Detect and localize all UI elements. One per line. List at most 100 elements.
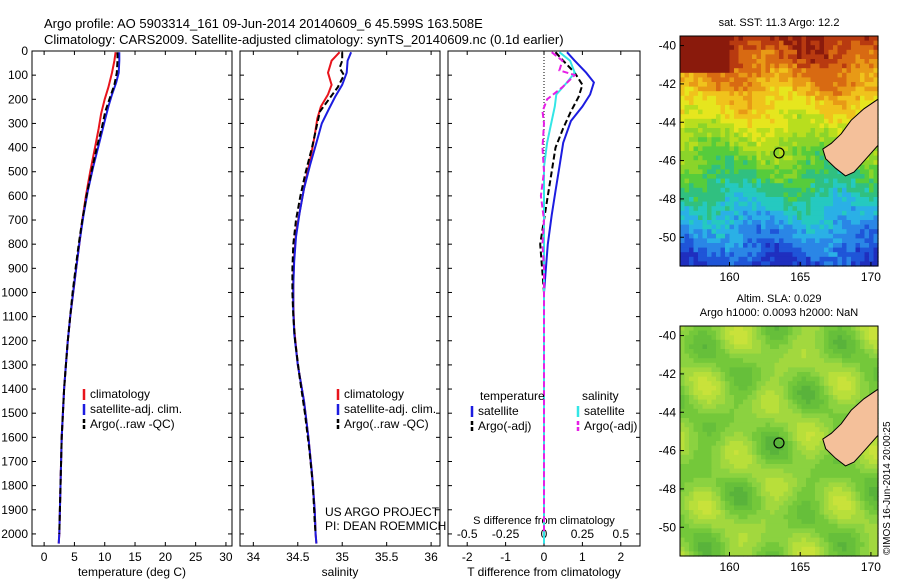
map-cell	[797, 339, 803, 345]
map-cell	[797, 105, 803, 111]
map-cell	[801, 537, 807, 543]
map-cell	[756, 160, 762, 166]
map-cell	[729, 54, 735, 60]
map-cell	[698, 49, 704, 55]
map-cell	[851, 468, 857, 474]
map-cell	[869, 91, 875, 97]
map-cell	[851, 261, 857, 267]
map-cell	[806, 422, 812, 428]
map-cell	[707, 201, 713, 207]
map-cell	[797, 224, 803, 230]
map-cell	[743, 109, 749, 115]
map-cell	[801, 100, 807, 106]
map-cell	[720, 468, 726, 474]
map-cell	[864, 450, 870, 456]
map-cell	[711, 220, 717, 226]
map-cell	[716, 137, 722, 143]
map-cell	[837, 192, 843, 198]
map-cell	[729, 381, 735, 387]
map-cell	[711, 399, 717, 405]
map-cell	[698, 114, 704, 120]
map-cell	[765, 533, 771, 539]
map-cell	[761, 404, 767, 410]
map-cell	[698, 468, 704, 474]
map-cell	[783, 339, 789, 345]
map-cell	[869, 500, 875, 506]
map-cell	[873, 441, 879, 447]
map-cell	[716, 151, 722, 157]
map-cell	[734, 174, 740, 180]
map-cell	[743, 174, 749, 180]
map-cell	[855, 523, 861, 529]
map-cell	[747, 210, 753, 216]
map-cell	[707, 151, 713, 157]
map-cell	[684, 54, 690, 60]
map-cell	[792, 201, 798, 207]
map-cell	[680, 118, 686, 124]
map-cell	[792, 91, 798, 97]
map-cell	[716, 243, 722, 249]
map-cell	[743, 256, 749, 262]
map-cell	[711, 36, 717, 42]
map-cell	[761, 164, 767, 170]
map-cell	[851, 404, 857, 410]
map-cell	[828, 77, 834, 83]
map-cell	[810, 505, 816, 511]
map-cell	[792, 68, 798, 74]
map-cell	[756, 381, 762, 387]
map-cell	[774, 399, 780, 405]
map-cell	[738, 399, 744, 405]
map-cell	[774, 183, 780, 189]
map-cell	[702, 132, 708, 138]
map-cell	[873, 523, 879, 529]
map-cell	[684, 330, 690, 336]
map-cell	[707, 362, 713, 368]
map-cell	[756, 339, 762, 345]
map-cell	[855, 210, 861, 216]
legend-label: satellite	[584, 404, 625, 418]
map-cell	[833, 114, 839, 120]
map-cell	[707, 206, 713, 212]
map-cell	[711, 427, 717, 433]
map-cell	[846, 385, 852, 391]
map-cell	[716, 128, 722, 134]
map-cell	[752, 385, 758, 391]
map-cell	[828, 118, 834, 124]
map-cell	[869, 372, 875, 378]
map-cell	[810, 514, 816, 520]
map-cell	[702, 344, 708, 350]
map-cell	[860, 45, 866, 51]
map-cell	[792, 339, 798, 345]
map-cell	[806, 528, 812, 534]
map-cell	[693, 49, 699, 55]
map-cell	[806, 45, 812, 51]
map-cell	[689, 141, 695, 147]
map-cell	[707, 487, 713, 493]
map-cell	[747, 247, 753, 253]
map-cell	[851, 362, 857, 368]
map-cell	[851, 399, 857, 405]
map-cell	[720, 105, 726, 111]
map-cell	[783, 542, 789, 548]
map-cell	[833, 192, 839, 198]
map-cell	[869, 385, 875, 391]
map-cell	[869, 210, 875, 216]
map-cell	[680, 358, 686, 364]
map-cell	[860, 68, 866, 74]
map-cell	[770, 353, 776, 359]
map-cell	[833, 229, 839, 235]
map-cell	[815, 229, 821, 235]
map-cell	[819, 63, 825, 69]
map-cell	[864, 510, 870, 516]
map-cell	[842, 238, 848, 244]
map-cell	[711, 330, 717, 336]
map-cell	[738, 169, 744, 175]
map-cell	[801, 132, 807, 138]
map-cell	[702, 450, 708, 456]
map-cell	[869, 505, 875, 511]
map-cell	[810, 49, 816, 55]
map-cell	[770, 528, 776, 534]
map-cell	[819, 381, 825, 387]
map-cell	[761, 243, 767, 249]
map-cell	[779, 326, 785, 332]
